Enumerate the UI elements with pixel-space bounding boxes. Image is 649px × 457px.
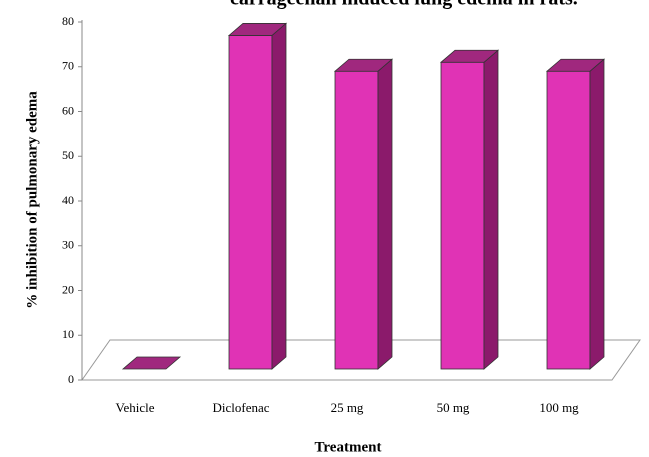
y-tick-label: 0 — [68, 372, 74, 386]
x-tick-label: 100 mg — [539, 400, 579, 415]
x-tick-label: Vehicle — [116, 400, 155, 415]
x-tick-label: Diclofenac — [212, 400, 269, 415]
bar — [228, 35, 273, 370]
bar-side — [271, 22, 287, 370]
bar — [440, 61, 485, 370]
y-tick-label: 60 — [62, 103, 74, 117]
x-axis-title: Treatment — [315, 439, 382, 455]
bar — [334, 70, 379, 370]
y-tick-label: 40 — [62, 193, 74, 207]
bar-side — [589, 58, 605, 370]
y-tick-label: 20 — [62, 282, 74, 296]
bar-top — [545, 58, 606, 72]
y-axis-title: % inhibition of pulmonary edema — [24, 91, 40, 309]
y-tick-label: 30 — [62, 238, 74, 252]
x-tick-label: 25 mg — [331, 400, 364, 415]
bar — [546, 70, 591, 370]
y-tick-label: 50 — [62, 148, 74, 162]
bar-top — [333, 58, 394, 72]
bar-top — [439, 49, 500, 63]
bar-side — [377, 58, 393, 370]
bar-top — [121, 356, 182, 370]
x-tick-label: 50 mg — [437, 400, 470, 415]
chart-title: carrageenan induced lung edema in rats. — [230, 0, 578, 10]
y-tick-label: 80 — [62, 14, 74, 28]
y-tick-label: 70 — [62, 59, 74, 73]
y-tick-label: 10 — [62, 327, 74, 341]
bar-side — [483, 49, 499, 370]
bar-top — [227, 23, 288, 36]
